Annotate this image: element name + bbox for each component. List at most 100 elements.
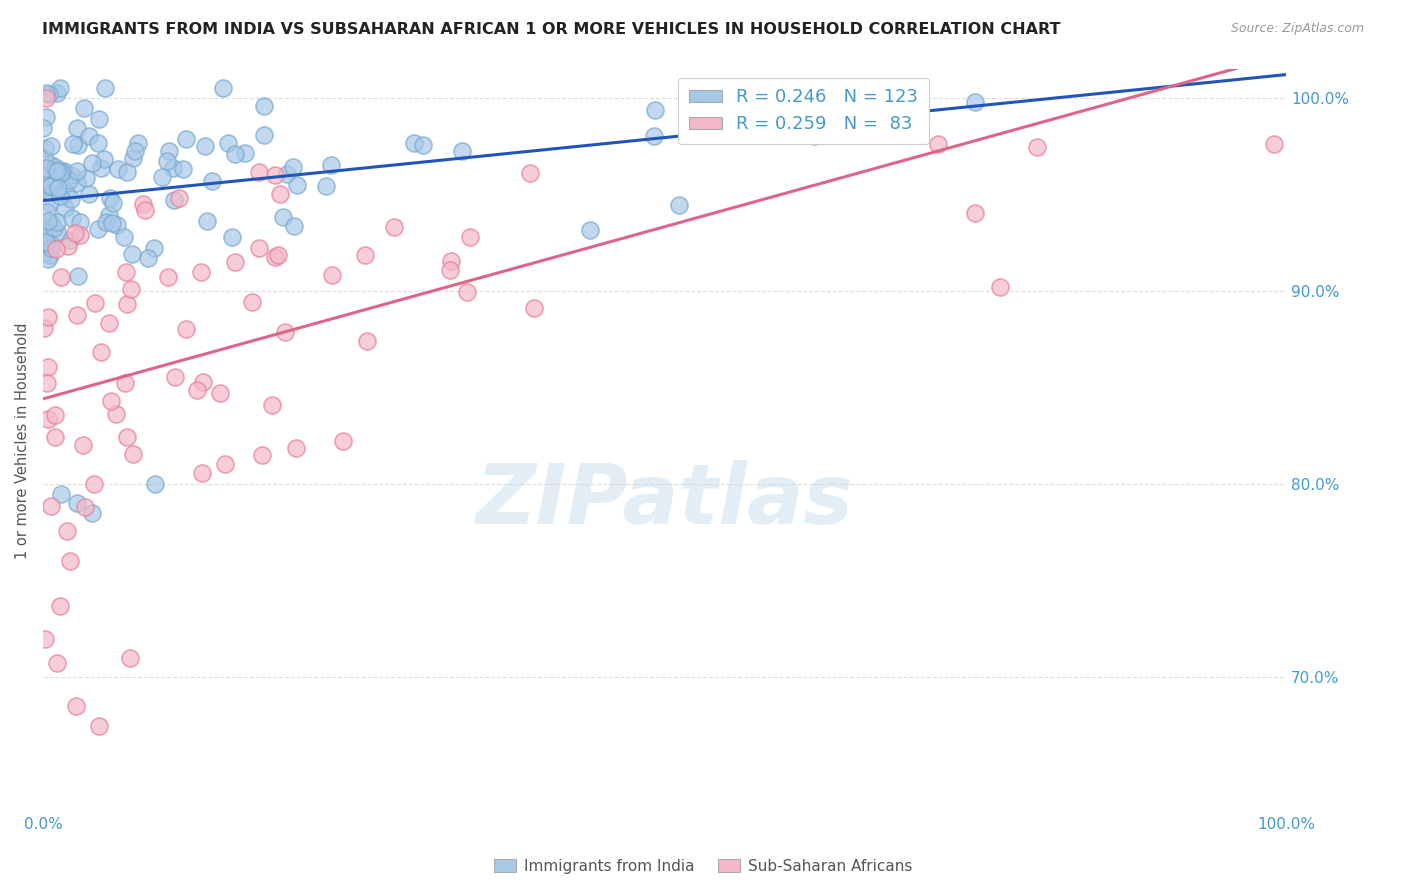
Point — [221, 230, 243, 244]
Point — [80, 155, 103, 169]
Point — [34, 141, 56, 155]
Point — [124, 144, 146, 158]
Text: IMMIGRANTS FROM INDIA VS SUBSAHARAN AFRICAN 1 OR MORE VEHICLES IN HOUSEHOLD CORR: IMMIGRANTS FROM INDIA VS SUBSAHARAN AFRI… — [42, 22, 1060, 37]
Point — [114, 376, 136, 390]
Point — [332, 434, 354, 448]
Point — [194, 139, 217, 153]
Point — [209, 385, 232, 400]
Point — [41, 241, 63, 255]
Point — [120, 282, 142, 296]
Point — [105, 218, 128, 232]
Point — [39, 500, 62, 514]
Point — [211, 80, 233, 95]
Point — [778, 80, 800, 95]
Legend: Immigrants from India, Sub-Saharan Africans: Immigrants from India, Sub-Saharan Afric… — [488, 853, 918, 880]
Point — [37, 376, 59, 391]
Point — [643, 128, 665, 143]
Point — [49, 80, 72, 95]
Point — [115, 430, 138, 444]
Point — [264, 168, 287, 182]
Point — [150, 169, 173, 184]
Point — [927, 137, 949, 152]
Point — [77, 129, 100, 144]
Point — [59, 192, 82, 206]
Point — [87, 136, 110, 150]
Point — [412, 137, 434, 152]
Point — [38, 248, 60, 262]
Point — [523, 301, 546, 315]
Point — [34, 228, 56, 243]
Point — [803, 128, 825, 143]
Point — [53, 201, 76, 215]
Point — [87, 112, 110, 127]
Legend: R = 0.246   N = 123, R = 0.259   N =  83: R = 0.246 N = 123, R = 0.259 N = 83 — [678, 78, 929, 145]
Point — [41, 178, 63, 193]
Point — [53, 164, 76, 178]
Point — [65, 226, 87, 240]
Point — [253, 98, 276, 112]
Point — [224, 147, 246, 161]
Point — [382, 219, 405, 234]
Point — [240, 295, 263, 310]
Point — [45, 174, 67, 188]
Point — [45, 242, 67, 256]
Point — [83, 295, 105, 310]
Point — [250, 448, 273, 462]
Point — [285, 178, 308, 193]
Point — [172, 161, 194, 176]
Point — [115, 165, 138, 179]
Point — [281, 161, 304, 175]
Point — [37, 359, 59, 374]
Point — [90, 161, 112, 175]
Point — [1026, 140, 1049, 154]
Point — [988, 279, 1011, 293]
Point — [65, 699, 87, 714]
Point — [247, 241, 270, 255]
Point — [260, 398, 283, 412]
Point — [276, 167, 298, 181]
Point — [233, 146, 256, 161]
Point — [283, 219, 305, 234]
Point — [114, 229, 136, 244]
Point — [668, 198, 690, 212]
Point — [51, 164, 73, 178]
Point — [66, 163, 89, 178]
Point — [579, 223, 602, 237]
Point — [66, 176, 89, 190]
Point — [45, 656, 67, 670]
Point — [35, 237, 58, 252]
Point — [32, 245, 55, 260]
Point — [901, 88, 924, 103]
Point — [156, 269, 179, 284]
Point — [269, 186, 291, 201]
Point — [87, 718, 110, 732]
Point — [100, 394, 122, 409]
Point — [122, 447, 145, 461]
Point — [39, 185, 62, 199]
Point — [965, 95, 987, 110]
Point — [58, 173, 80, 187]
Point — [77, 187, 100, 202]
Point — [101, 196, 124, 211]
Point — [37, 310, 59, 324]
Point — [456, 285, 478, 299]
Point — [44, 408, 66, 422]
Point — [186, 383, 208, 397]
Point — [839, 122, 862, 136]
Point — [35, 110, 58, 124]
Point — [1263, 136, 1285, 151]
Point — [98, 191, 121, 205]
Point — [321, 268, 343, 282]
Point — [34, 152, 56, 166]
Point — [73, 101, 96, 115]
Point — [96, 215, 118, 229]
Point — [117, 296, 139, 310]
Point — [69, 215, 91, 229]
Point — [44, 429, 66, 443]
Point — [55, 186, 77, 200]
Point — [157, 145, 180, 159]
Point — [451, 144, 474, 158]
Point — [319, 158, 342, 172]
Point — [59, 233, 82, 247]
Point — [34, 632, 56, 646]
